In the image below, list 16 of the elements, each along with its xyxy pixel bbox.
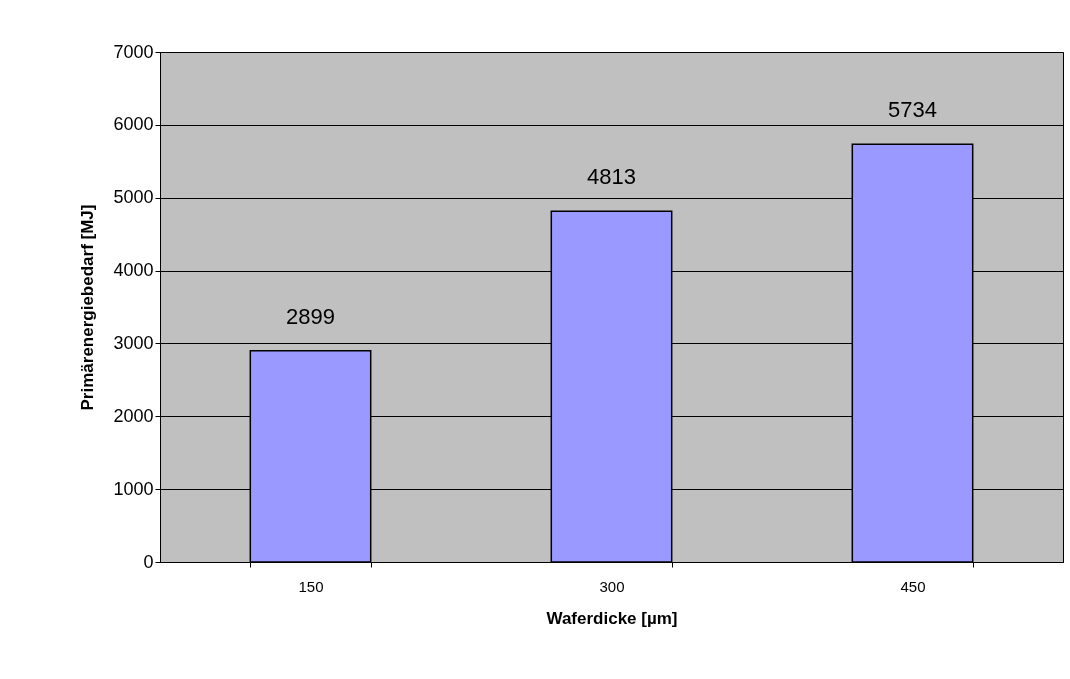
y-tick-label: 0 <box>143 551 154 572</box>
x-tick-label: 300 <box>599 577 625 595</box>
y-axis-title: Primärenergiebedarf [MJ] <box>78 204 98 411</box>
y-tick-label: 1000 <box>113 478 154 499</box>
y-tick-label: 5000 <box>113 187 154 208</box>
y-tick-label: 2000 <box>113 405 154 426</box>
y-tick-label: 6000 <box>113 114 154 135</box>
data-label: 5734 <box>888 97 937 123</box>
y-tick-label: 7000 <box>113 41 154 62</box>
y-tick-label: 3000 <box>113 332 154 353</box>
x-tick-label: 450 <box>900 577 926 595</box>
data-label: 4813 <box>587 164 636 190</box>
x-axis-title: Waferdicke [µm] <box>546 608 678 628</box>
x-tick-label: 150 <box>298 577 324 595</box>
data-label: 2899 <box>286 303 335 329</box>
y-tick-label: 4000 <box>113 260 154 281</box>
